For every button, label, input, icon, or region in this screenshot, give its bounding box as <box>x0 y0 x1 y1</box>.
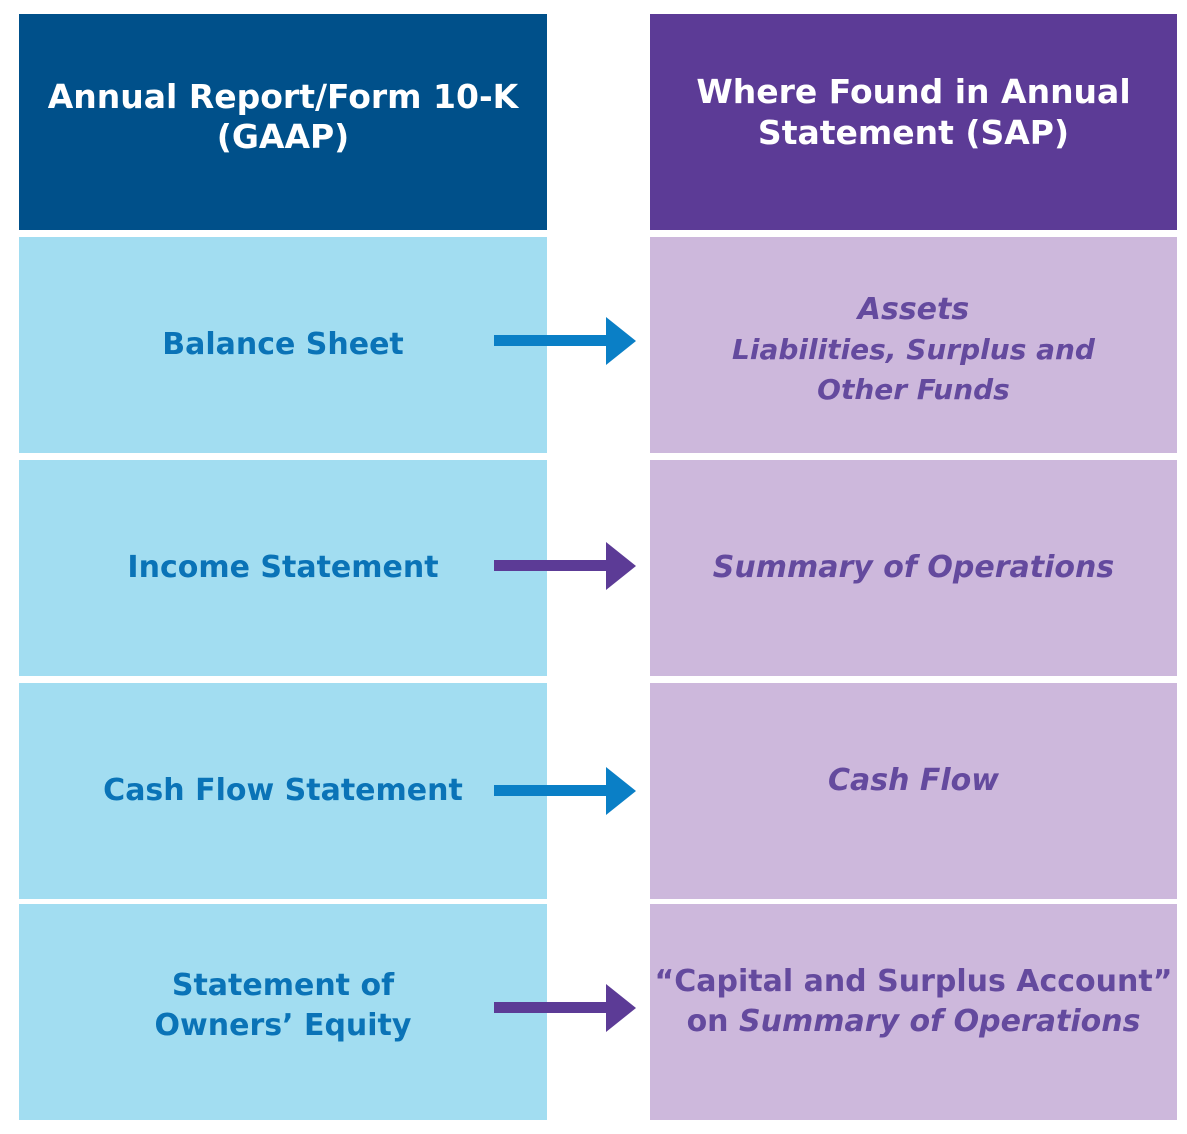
header-sap-line1: Where Found in Annual <box>696 72 1131 111</box>
sap-cell-capital-and-surplus: “Capital and Surplus Account” on Summary… <box>650 904 1177 1120</box>
gaap-label: Income Statement <box>127 550 439 585</box>
arrow-shaft <box>494 1002 608 1013</box>
arrow-head <box>606 542 636 590</box>
arrow-right-icon <box>494 767 636 815</box>
arrow-right-icon <box>494 984 636 1032</box>
gaap-cell-balance-sheet: Balance Sheet <box>19 237 547 453</box>
arrow-shaft <box>494 560 608 571</box>
gaap-label-line1: Statement of <box>171 968 395 1003</box>
sap-label: Cash Flow <box>827 763 1000 798</box>
gaap-label-line2: Owners’ Equity <box>154 1008 412 1043</box>
sap-cell-summary-of-operations: Summary of Operations <box>650 460 1177 676</box>
sap-label-other-funds: Other Funds <box>817 373 1010 406</box>
arrow-head <box>606 984 636 1032</box>
header-gaap-line2: (GAAP) <box>216 117 350 156</box>
header-sap-line2: Statement (SAP) <box>757 113 1070 152</box>
gaap-cell-cash-flow-statement: Cash Flow Statement <box>19 683 547 899</box>
sap-label-assets: Assets <box>857 292 970 327</box>
sap-label-line2-italic: Summary of Operations <box>738 1004 1141 1039</box>
gaap-label: Balance Sheet <box>162 327 404 362</box>
sap-cell-assets: Assets Liabilities, Surplus and Other Fu… <box>650 237 1177 453</box>
sap-cell-cash-flow: Cash Flow <box>650 683 1177 899</box>
header-gaap-line1: Annual Report/Form 10-K <box>47 77 519 116</box>
sap-label-line1: “Capital and Surplus Account” <box>654 964 1173 999</box>
arrow-head <box>606 317 636 365</box>
gaap-label: Cash Flow Statement <box>103 773 463 808</box>
sap-label: Summary of Operations <box>712 550 1115 585</box>
gaap-cell-income-statement: Income Statement <box>19 460 547 676</box>
header-sap: Where Found in Annual Statement (SAP) <box>650 14 1177 230</box>
sap-label-line2: on Summary of Operations <box>687 1002 1141 1042</box>
arrow-right-icon <box>494 317 636 365</box>
arrow-head <box>606 767 636 815</box>
arrow-shaft <box>494 785 608 796</box>
header-gaap: Annual Report/Form 10-K (GAAP) <box>19 14 547 230</box>
sap-label-liabilities: Liabilities, Surplus and <box>732 333 1095 366</box>
gaap-cell-owners-equity: Statement of Owners’ Equity <box>19 904 547 1120</box>
sap-label-line2-prefix: on <box>686 1004 739 1039</box>
arrow-right-icon <box>494 542 636 590</box>
arrow-shaft <box>494 335 608 346</box>
